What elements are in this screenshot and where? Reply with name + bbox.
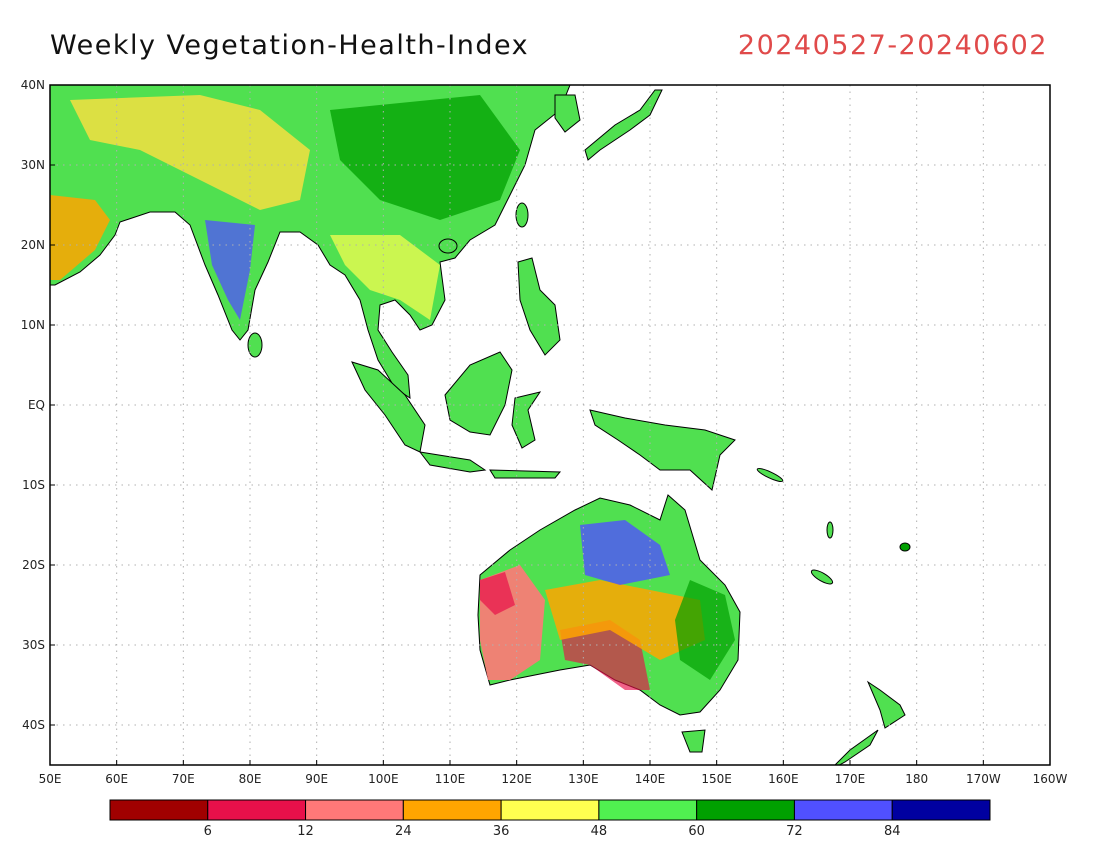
land-hainan xyxy=(438,238,458,254)
lon-label: 170E xyxy=(835,772,866,786)
land-china-green xyxy=(330,95,520,220)
map-title: Weekly Vegetation-Health-Index xyxy=(50,30,530,61)
lat-label: 40N xyxy=(21,78,45,92)
lon-label: 130E xyxy=(568,772,599,786)
land-java xyxy=(418,451,487,473)
lon-label: 110E xyxy=(435,772,466,786)
legend-swatch xyxy=(305,799,404,821)
legend-swatch xyxy=(500,799,600,821)
land-aus-east-green xyxy=(675,580,735,680)
land-sri-lanka xyxy=(247,332,263,358)
land-new-caledonia xyxy=(810,569,834,585)
lon-label: 160E xyxy=(768,772,799,786)
date-range: 20240527-20240602 xyxy=(737,30,1048,61)
color-legend: 6 12 24 36 48 60 72 84 xyxy=(109,799,991,839)
land-sulawesi xyxy=(511,391,542,449)
lat-label: 30S xyxy=(22,638,45,652)
lat-label: 20S xyxy=(22,558,45,572)
land-aus-west-deepred xyxy=(480,572,515,615)
land-sunda xyxy=(489,469,562,479)
lon-label: 120E xyxy=(501,772,532,786)
land-seasia-yellow xyxy=(330,235,440,320)
land-nz-north xyxy=(866,680,906,729)
legend-label: 48 xyxy=(591,824,608,839)
land-taiwan xyxy=(515,202,529,228)
legend-swatch xyxy=(793,799,893,821)
land-solomons xyxy=(756,467,784,483)
lon-label: 170W xyxy=(966,772,1001,786)
land-aus-orange xyxy=(545,580,705,660)
legend-swatch xyxy=(109,799,209,821)
land-borneo xyxy=(444,351,513,436)
land-aus-north-blue xyxy=(580,520,670,585)
land-philippines xyxy=(517,257,561,356)
map-frame xyxy=(49,84,1051,766)
legend-label: 84 xyxy=(884,824,901,839)
lon-label: 80E xyxy=(239,772,262,786)
lat-label: 30N xyxy=(21,158,45,172)
lon-label: 90E xyxy=(305,772,328,786)
lat-label: 40S xyxy=(22,718,45,732)
land-india-blue xyxy=(205,220,255,320)
legend-label: 72 xyxy=(786,824,803,839)
legend-label: 6 xyxy=(204,824,212,839)
land-new-guinea xyxy=(589,409,736,491)
land-arabia xyxy=(50,195,110,280)
graticule xyxy=(49,84,1051,765)
lon-label: 50E xyxy=(39,772,62,786)
lon-label: 60E xyxy=(105,772,128,786)
lon-label: 160W xyxy=(1033,772,1068,786)
lat-label: 10N xyxy=(21,318,45,332)
legend-swatch xyxy=(891,799,991,821)
lat-label: EQ xyxy=(28,398,45,412)
legend-label: 24 xyxy=(395,824,412,839)
legend-label: 12 xyxy=(297,824,314,839)
lon-label: 70E xyxy=(172,772,195,786)
latitude-labels: 40N 30N 20N 10N EQ 10S 20S 30S 40S xyxy=(21,78,45,732)
legend-swatch xyxy=(402,799,502,821)
lon-label: 100E xyxy=(368,772,399,786)
land-tasmania xyxy=(681,729,706,753)
lat-label: 20N xyxy=(21,238,45,252)
longitude-labels: 50E 60E 70E 80E 90E 100E 110E 120E 130E 140E 150E 1… xyxy=(39,772,1068,786)
lat-label: 10S xyxy=(22,478,45,492)
land-sri-vanuatu xyxy=(826,521,834,539)
land-asia-dry xyxy=(70,95,310,210)
land-japan xyxy=(584,89,663,161)
land-nz-south xyxy=(834,729,879,765)
lon-label: 150E xyxy=(701,772,732,786)
lon-label: 140E xyxy=(635,772,666,786)
legend-label: 60 xyxy=(688,824,705,839)
land-korea xyxy=(554,94,581,133)
legend-swatch xyxy=(696,799,795,821)
land-fiji xyxy=(899,542,911,552)
legend-swatch xyxy=(598,799,698,821)
legend-label: 36 xyxy=(493,824,510,839)
legend-swatch xyxy=(207,799,307,821)
land-layer xyxy=(50,85,911,765)
lon-label: 180 xyxy=(905,772,928,786)
